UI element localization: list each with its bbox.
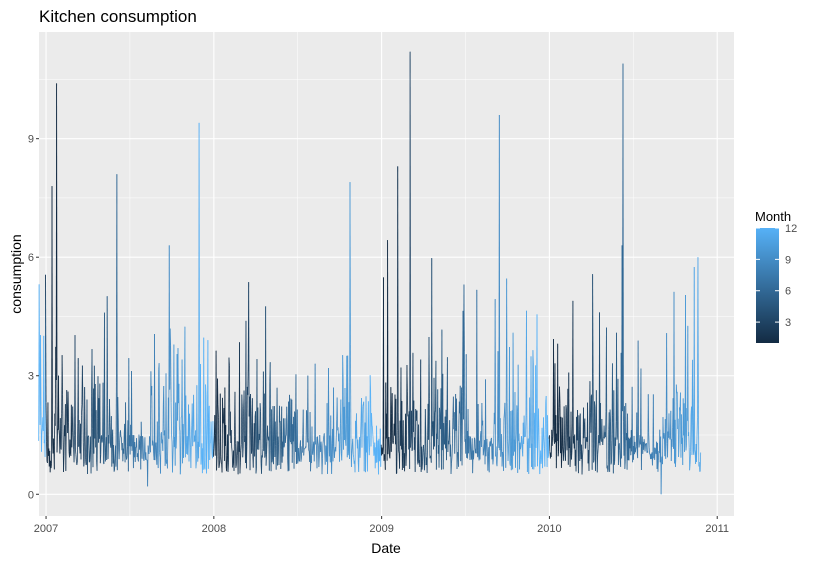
legend-label: 3 <box>785 317 791 329</box>
x-tick-label: 2011 <box>705 523 729 535</box>
y-tick-label: 6 <box>28 252 34 264</box>
y-tick-label: 3 <box>28 371 34 383</box>
legend-colorbar <box>756 228 779 343</box>
x-tick-label: 2007 <box>34 523 58 535</box>
major-gridlines <box>39 32 734 516</box>
y-tick-label: 9 <box>28 134 34 146</box>
legend-label: 6 <box>785 286 791 298</box>
x-tick-label: 2009 <box>369 523 393 535</box>
x-axis: 2007 2008 2009 2010 2011 <box>34 516 729 535</box>
y-tick-label: 0 <box>28 489 34 501</box>
legend-label: 9 <box>785 254 791 266</box>
legend-label: 12 <box>785 223 797 235</box>
x-axis-title: Date <box>371 540 401 556</box>
y-axis: 0 3 6 9 <box>28 134 39 501</box>
legend: Month 3 6 9 12 <box>755 209 797 343</box>
y-axis-title: consumption <box>8 234 24 313</box>
consumption-series <box>38 51 702 495</box>
x-tick-label: 2010 <box>537 523 561 535</box>
legend-title: Month <box>755 209 791 224</box>
x-tick-label: 2008 <box>202 523 226 535</box>
chart-title: Kitchen consumption <box>39 7 197 26</box>
